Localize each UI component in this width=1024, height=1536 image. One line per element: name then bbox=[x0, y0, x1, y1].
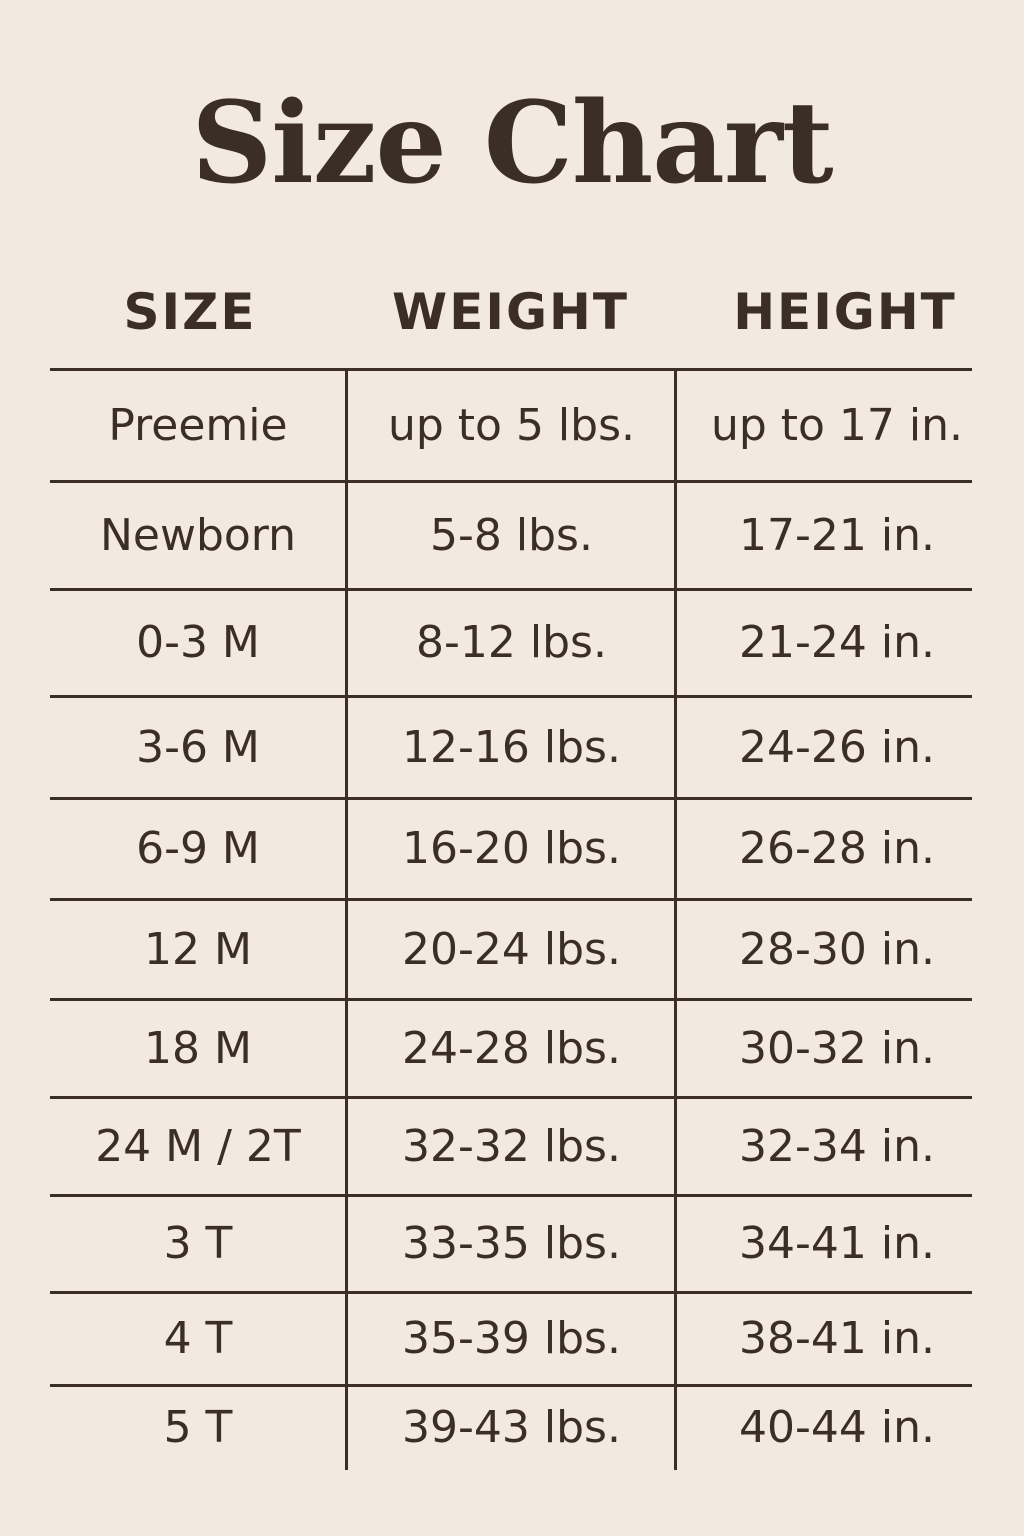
weight-cell: 5-8 lbs. bbox=[430, 509, 593, 561]
row-divider bbox=[50, 695, 972, 698]
size-cell: 24 M / 2T bbox=[95, 1120, 301, 1172]
height-cell: 24-26 in. bbox=[739, 721, 935, 773]
weight-cell: 39-43 lbs. bbox=[402, 1402, 621, 1453]
weight-cell: 32-32 lbs. bbox=[402, 1120, 621, 1172]
weight-cell: 16-20 lbs. bbox=[402, 823, 621, 874]
size-cell: 5 T bbox=[163, 1402, 233, 1453]
row-divider bbox=[50, 368, 972, 371]
height-cell: 40-44 in. bbox=[739, 1402, 935, 1453]
header-weight: WEIGHT bbox=[392, 283, 629, 341]
weight-cell: 35-39 lbs. bbox=[402, 1313, 621, 1364]
weight-cell: 8-12 lbs. bbox=[416, 617, 607, 668]
height-cell: 30-32 in. bbox=[739, 1022, 935, 1074]
page-title: Size Chart bbox=[191, 78, 833, 209]
row-divider bbox=[50, 480, 972, 483]
weight-cell: 12-16 lbs. bbox=[402, 721, 621, 773]
row-divider bbox=[50, 1384, 972, 1387]
header-size: SIZE bbox=[123, 283, 257, 341]
header-height: HEIGHT bbox=[733, 283, 957, 341]
weight-cell: up to 5 lbs. bbox=[387, 399, 635, 451]
height-cell: 21-24 in. bbox=[739, 617, 935, 668]
height-cell: up to 17 in. bbox=[710, 399, 964, 451]
weight-cell: 20-24 lbs. bbox=[402, 923, 621, 975]
row-divider bbox=[50, 1194, 972, 1197]
size-cell: 12 M bbox=[144, 923, 252, 975]
row-divider bbox=[50, 1291, 972, 1294]
height-cell: 17-21 in. bbox=[739, 509, 935, 561]
row-divider bbox=[50, 998, 972, 1001]
size-cell: 6-9 M bbox=[136, 823, 260, 874]
size-cell: Newborn bbox=[99, 509, 297, 561]
height-cell: 32-34 in. bbox=[739, 1120, 935, 1172]
row-divider bbox=[50, 898, 972, 901]
height-cell: 38-41 in. bbox=[739, 1313, 935, 1364]
row-divider bbox=[50, 1096, 972, 1099]
size-cell: 3-6 M bbox=[136, 721, 260, 773]
row-divider bbox=[50, 588, 972, 591]
size-cell: 3 T bbox=[163, 1218, 233, 1269]
height-cell: 26-28 in. bbox=[739, 823, 935, 874]
weight-cell: 24-28 lbs. bbox=[402, 1022, 621, 1074]
height-cell: 34-41 in. bbox=[739, 1218, 935, 1269]
column-divider bbox=[345, 369, 348, 1470]
weight-cell: 33-35 lbs. bbox=[402, 1218, 621, 1269]
size-cell: 18 M bbox=[144, 1022, 252, 1074]
size-cell: 0-3 M bbox=[136, 617, 260, 668]
size-cell: Preemie bbox=[108, 399, 288, 451]
column-divider bbox=[674, 369, 677, 1470]
height-cell: 28-30 in. bbox=[739, 923, 935, 975]
row-divider bbox=[50, 797, 972, 800]
size-cell: 4 T bbox=[163, 1313, 233, 1364]
